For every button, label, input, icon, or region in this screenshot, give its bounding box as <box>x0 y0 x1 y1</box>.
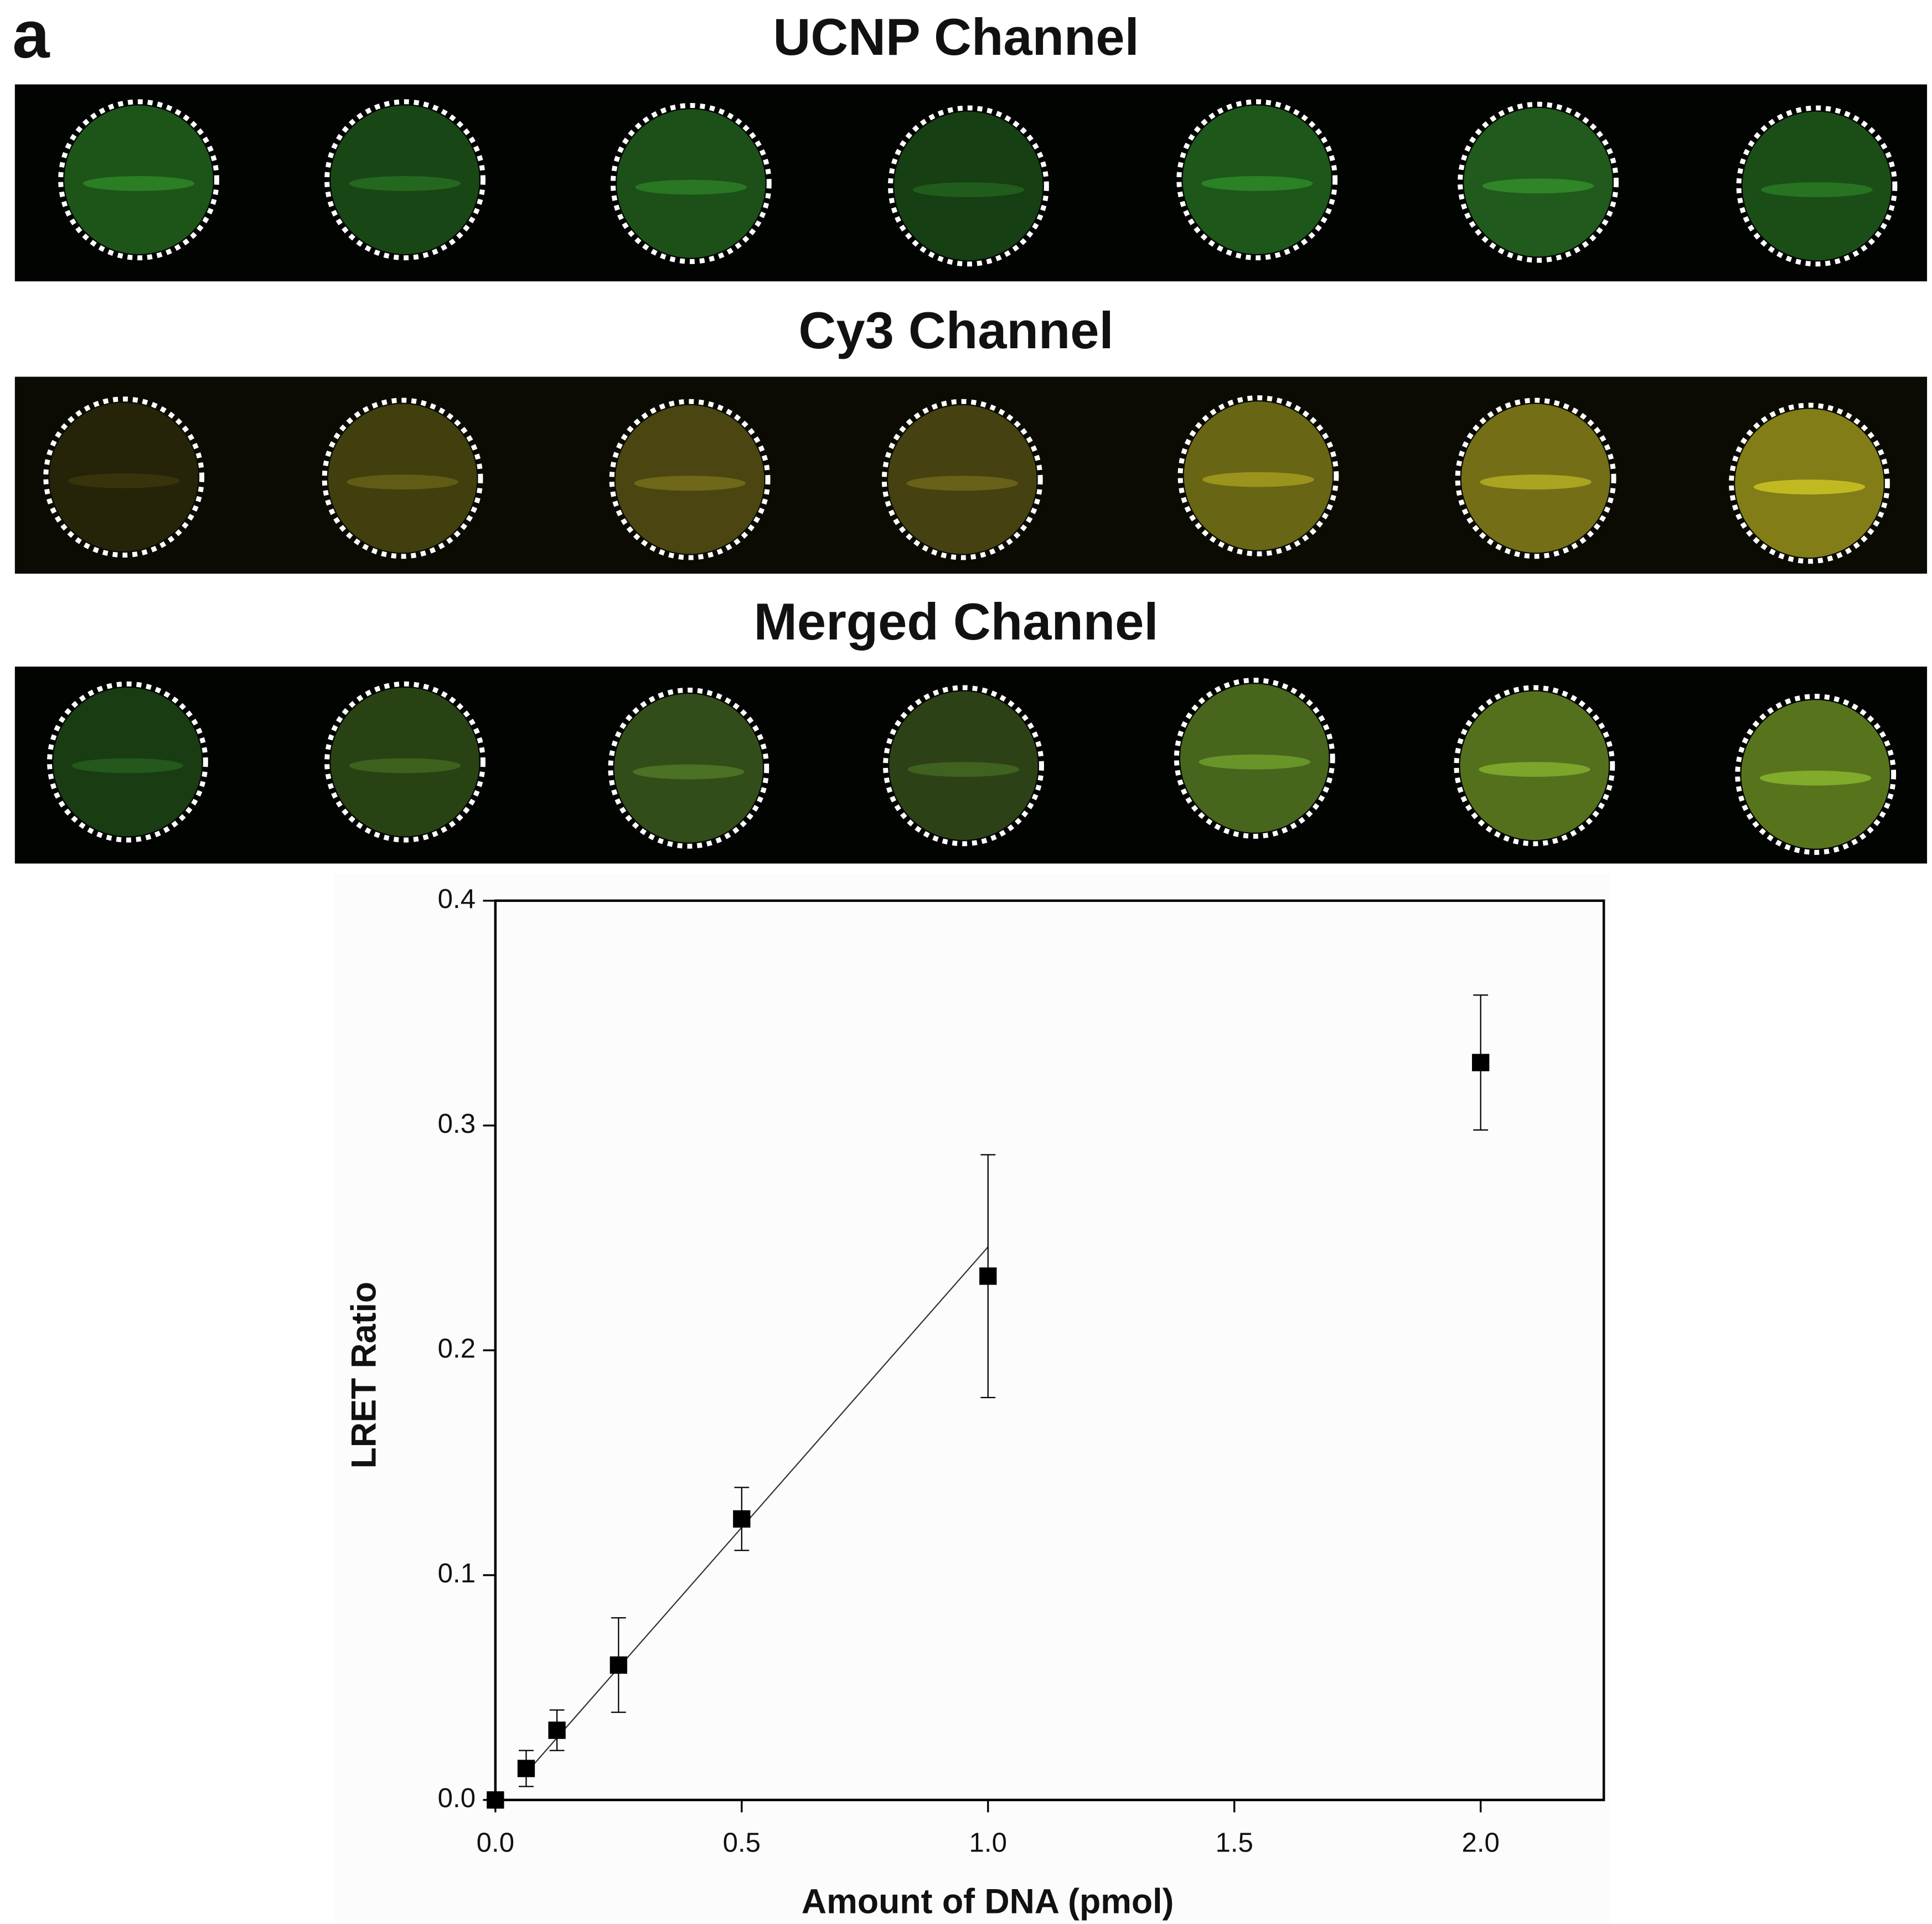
spot-outline <box>1736 105 1898 267</box>
spot-streak <box>349 176 461 191</box>
marker <box>733 1510 751 1528</box>
spot-streak <box>1482 178 1594 194</box>
marker <box>979 1267 997 1285</box>
x-tick-label: 0.0 <box>477 1827 514 1858</box>
marker <box>517 1760 535 1777</box>
spot-streak <box>1199 754 1310 770</box>
spot-outline <box>1177 395 1339 556</box>
spot-outline <box>888 105 1049 267</box>
y-tick-label: 0.2 <box>438 1333 476 1364</box>
marker <box>609 1656 628 1674</box>
marker <box>487 1791 504 1809</box>
spot-outline <box>47 681 208 843</box>
x-tick-label: 2.0 <box>1461 1827 1499 1858</box>
spot-outline <box>883 685 1044 847</box>
y-tick-label: 0.3 <box>438 1108 476 1139</box>
spot-outline <box>322 398 483 559</box>
spot-streak <box>906 476 1018 491</box>
spot-streak <box>1480 474 1592 490</box>
x-axis-label: Amount of DNA (pmol) <box>802 1882 1174 1921</box>
x-tick-label: 0.5 <box>723 1827 761 1858</box>
spot-streak <box>1753 479 1866 494</box>
spot-outline <box>1455 398 1616 559</box>
y-tick-label: 0.4 <box>438 884 476 914</box>
spot-streak <box>1479 762 1590 777</box>
strip-title: UCNP Channel <box>773 8 1139 66</box>
spot-outline <box>1176 99 1338 261</box>
panel-letter: a <box>12 0 50 72</box>
spot-outline <box>1458 101 1619 263</box>
spot-streak <box>635 179 747 195</box>
fit-line <box>525 1246 989 1773</box>
spot-streak <box>68 473 180 488</box>
y-tick-label: 0.0 <box>438 1783 476 1813</box>
spot-streak <box>1201 176 1313 191</box>
spot-outline <box>58 99 219 261</box>
spot-outline <box>610 103 772 264</box>
spot-streak <box>82 176 195 191</box>
spot-outline <box>324 99 485 261</box>
spot-streak <box>349 758 461 773</box>
strip-title: Cy3 Channel <box>799 301 1114 359</box>
spot-outline <box>1174 678 1335 839</box>
spot-outline <box>43 396 205 558</box>
y-axis-label: LRET Ratio <box>345 1282 384 1468</box>
marker <box>1472 1054 1490 1071</box>
spot-outline <box>881 399 1043 560</box>
marker <box>548 1721 566 1739</box>
spot-streak <box>634 476 746 491</box>
spot-outline <box>1735 694 1897 855</box>
spot-outline <box>324 681 485 843</box>
spot-streak <box>1202 472 1314 487</box>
spot-streak <box>1760 770 1872 786</box>
spot-streak <box>1761 182 1873 198</box>
spot-outline <box>1454 685 1615 847</box>
spot-streak <box>912 182 1025 198</box>
y-tick-label: 0.1 <box>438 1558 476 1588</box>
spot-streak <box>347 474 458 490</box>
spot-outline <box>609 399 771 560</box>
strip-title: Merged Channel <box>754 592 1159 651</box>
spot-streak <box>71 758 184 773</box>
spot-outline <box>1729 403 1890 564</box>
x-tick-label: 1.5 <box>1216 1827 1253 1858</box>
spot-outline <box>608 687 769 849</box>
x-tick-label: 1.0 <box>969 1827 1007 1858</box>
spot-streak <box>633 764 745 780</box>
spot-streak <box>907 762 1020 777</box>
